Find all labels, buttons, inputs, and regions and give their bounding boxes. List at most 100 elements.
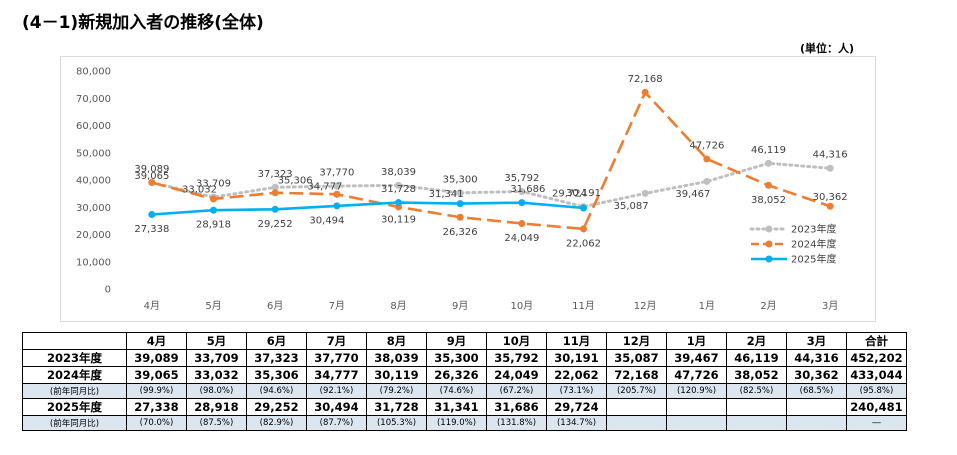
- table-header: 合計: [846, 332, 907, 350]
- table-header: 5月: [186, 332, 247, 350]
- x-tick-label: 8月: [390, 300, 406, 312]
- table-cell: 30,494: [306, 398, 367, 416]
- table-cell: 29,724: [546, 398, 607, 416]
- table-cell: (79.2%): [366, 383, 427, 399]
- table-cell: (87.5%): [186, 415, 247, 431]
- table-cell: 33,032: [186, 366, 247, 384]
- table-cell: 35,792: [486, 349, 547, 367]
- data-label: 30,494: [309, 215, 344, 226]
- table-cell: 39,089: [126, 349, 187, 367]
- table-cell: 37,323: [246, 349, 307, 367]
- data-label: 38,039: [381, 167, 416, 178]
- x-tick-label: 12月: [634, 300, 657, 312]
- table-cell: 27,338: [126, 398, 187, 416]
- table-header: 8月: [366, 332, 427, 350]
- data-point: [271, 205, 279, 213]
- data-point: [703, 155, 711, 163]
- data-label: 28,918: [196, 220, 231, 231]
- row-label: 2025年度: [22, 398, 127, 416]
- table-row: 2023年度 39,089 33,709 37,323 37,770 38,039 35,3…: [22, 349, 907, 367]
- table-cell: (131.8%): [486, 415, 547, 431]
- table-cell: (98.0%): [186, 383, 247, 399]
- legend-label: 2025年度: [791, 253, 836, 266]
- data-label: 39,089: [134, 164, 169, 175]
- table-header: 12月: [606, 332, 667, 350]
- y-tick-label: 50,000: [76, 148, 111, 159]
- table-cell: 28,918: [186, 398, 247, 416]
- series-line-2: [151, 201, 584, 216]
- data-point: [148, 179, 156, 187]
- table-cell: 31,728: [366, 398, 427, 416]
- table-cell: 38,039: [366, 349, 427, 367]
- legend-marker: [765, 240, 773, 248]
- table-cell: 30,119: [366, 366, 427, 384]
- table-header: 4月: [126, 332, 187, 350]
- data-label: 72,168: [628, 74, 663, 85]
- data-point: [210, 206, 217, 214]
- row-label: (前年同月比): [22, 383, 127, 399]
- data-label: 33,709: [196, 179, 231, 190]
- row-label: 2023年度: [22, 349, 127, 367]
- table-cell: (95.8%): [846, 383, 907, 399]
- x-tick-label: 4月: [144, 300, 160, 312]
- y-tick-label: 30,000: [76, 203, 111, 214]
- table-cell: [606, 415, 667, 431]
- data-point: [765, 181, 772, 189]
- data-point: [456, 189, 464, 197]
- data-point: [148, 211, 156, 219]
- table-cell: 39,065: [126, 366, 187, 384]
- y-tick-label: 20,000: [76, 230, 111, 241]
- data-label: 46,119: [751, 145, 786, 156]
- table-header: 2月: [726, 332, 787, 350]
- table-cell: 35,087: [606, 349, 667, 367]
- table-cell: 22,062: [546, 366, 607, 384]
- data-point: [333, 202, 341, 210]
- data-table: 4月 5月 6月 7月 8月 9月 10月 11月 12月 1月 2月 3月 合…: [22, 332, 907, 431]
- x-tick-label: 9月: [452, 300, 468, 312]
- x-tick-label: 2月: [760, 300, 776, 312]
- legend-marker: [765, 225, 773, 233]
- data-point: [518, 219, 526, 227]
- data-point: [826, 202, 834, 210]
- table-header: 1月: [666, 332, 727, 350]
- table-cell: 34,777: [306, 366, 367, 384]
- table-header: 10月: [486, 332, 547, 350]
- data-point: [333, 190, 341, 198]
- data-point: [456, 213, 464, 221]
- table-cell: 35,300: [426, 349, 487, 367]
- table-cell: [606, 398, 667, 416]
- table-cell: (70.0%): [126, 415, 187, 431]
- table-header: 11月: [546, 332, 607, 350]
- table-cell: (134.7%): [546, 415, 607, 431]
- data-label: 37,323: [258, 169, 293, 180]
- data-label: 31,341: [429, 189, 464, 200]
- table-cell: ―: [846, 415, 907, 431]
- chart-frame: 0 10,000 20,000 30,000 40,000 50,000 60,000 70,…: [60, 56, 876, 322]
- table-cell: (82.5%): [726, 383, 787, 399]
- table-cell: (94.6%): [246, 383, 307, 399]
- table-cell: (99.9%): [126, 383, 187, 399]
- data-label: 47,726: [689, 140, 724, 151]
- table-cell: [666, 398, 727, 416]
- data-point: [641, 88, 649, 96]
- data-point: [518, 187, 526, 195]
- table-cell: 24,049: [486, 366, 547, 384]
- table-cell: [726, 415, 787, 431]
- data-point: [703, 177, 711, 185]
- data-label: 31,728: [381, 184, 416, 195]
- legend-label: 2024年度: [791, 238, 836, 251]
- table-cell: 240,481: [846, 398, 907, 416]
- table-cell: 31,341: [426, 398, 487, 416]
- data-point: [210, 195, 217, 203]
- data-label: 39,467: [675, 189, 710, 200]
- table-cell: 38,052: [726, 366, 787, 384]
- table-cell: 39,467: [666, 349, 727, 367]
- table-corner: [22, 332, 127, 350]
- page-title: (4－1)新規加入者の推移(全体): [22, 13, 264, 33]
- table-header: 6月: [246, 332, 307, 350]
- series-line-1: [151, 91, 831, 231]
- table-cell: 72,168: [606, 366, 667, 384]
- table-cell: [786, 415, 847, 431]
- data-label: 24,049: [504, 233, 539, 244]
- x-tick-label: 3月: [822, 300, 838, 312]
